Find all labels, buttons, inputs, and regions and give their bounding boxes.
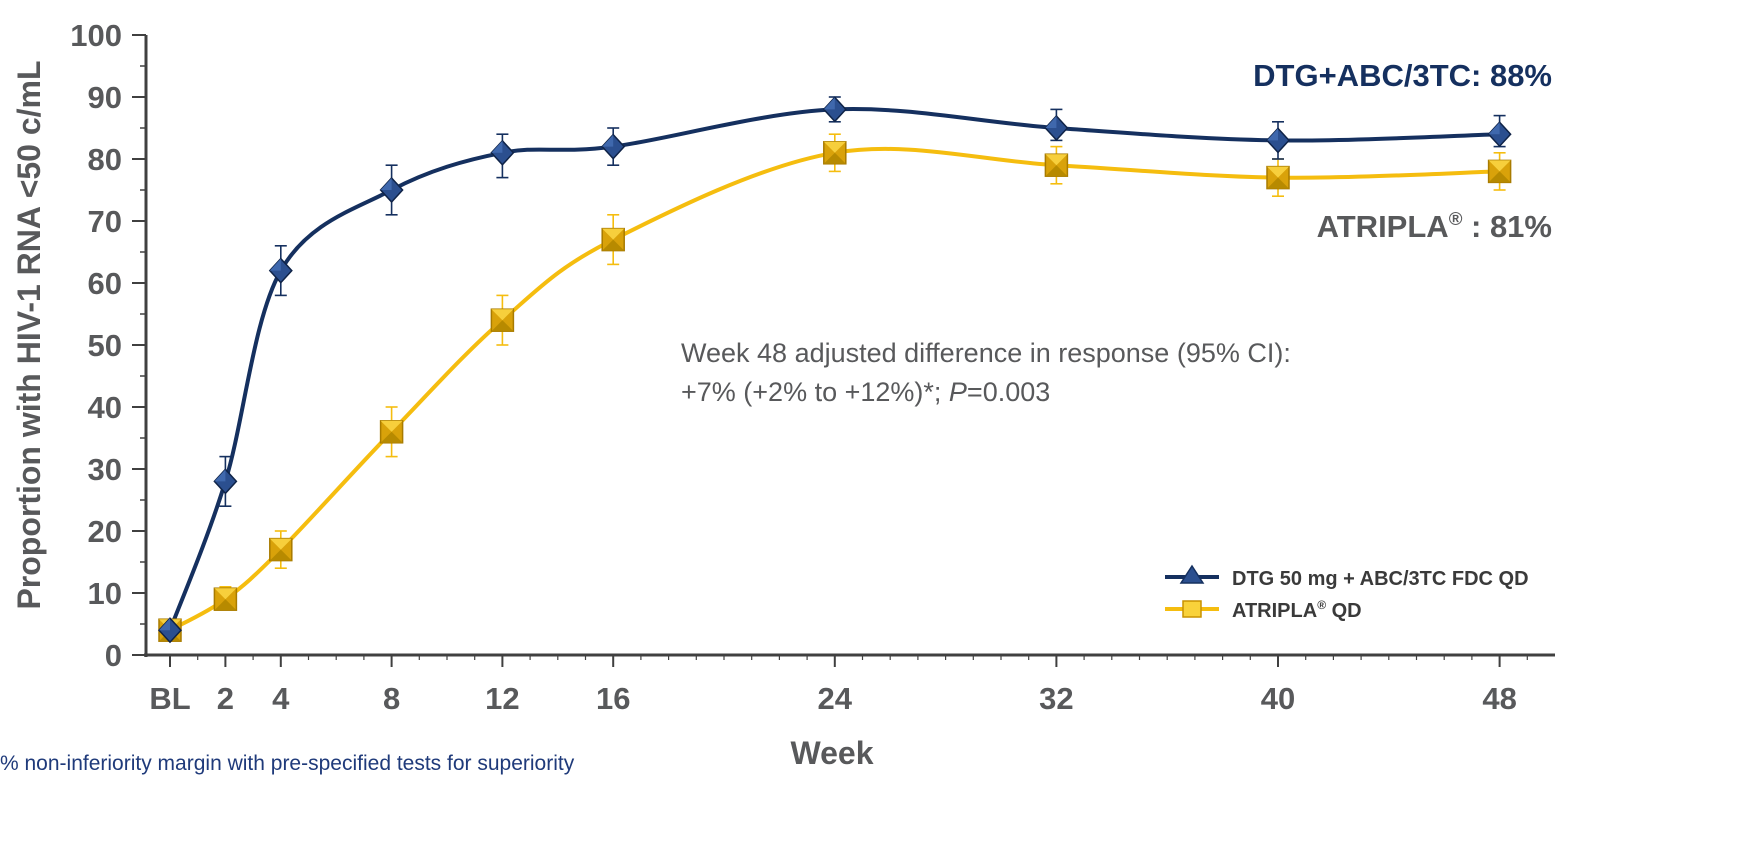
y-tick-label: 30 — [88, 452, 122, 487]
y-tick-label: 10 — [88, 576, 122, 611]
week48-difference-annotation-line2: +7% (+2% to +12%)*; P=0.003 — [681, 377, 1050, 407]
y-tick-label: 90 — [88, 80, 122, 115]
series-markers — [157, 96, 1512, 644]
dtg-data-point — [379, 176, 404, 204]
x-tick-label: 32 — [1039, 681, 1073, 716]
x-tick-label: BL — [149, 681, 190, 716]
legend-dtg-marker-icon — [1179, 564, 1205, 584]
y-tick-label: 80 — [88, 142, 122, 177]
dtg-data-point — [157, 617, 183, 644]
atripla-data-point — [601, 227, 625, 252]
week48-difference-annotation-line1: Week 48 adjusted difference in response … — [681, 338, 1291, 368]
dtg-data-point — [1487, 121, 1512, 148]
legend-dtg-label: DTG 50 mg + ABC/3TC FDC QD — [1232, 568, 1529, 590]
y-tick-label: 70 — [88, 204, 122, 239]
atripla-data-point — [1044, 153, 1069, 177]
footnote: % non-inferiority margin with pre-specif… — [0, 752, 575, 775]
x-axis-title: Week — [790, 735, 873, 771]
y-tick-label: 100 — [70, 18, 122, 53]
x-tick-label: 8 — [383, 681, 400, 716]
y-tick-label: 0 — [105, 638, 122, 673]
series-lines — [168, 107, 1502, 633]
dtg-data-point — [822, 96, 847, 123]
dtg-data-point — [1265, 127, 1291, 154]
dtg-data-point — [490, 139, 515, 166]
x-tick-label: 48 — [1482, 681, 1516, 716]
y-axis-title: Proportion with HIV-1 RNA <50 c/mL — [11, 60, 47, 609]
atripla-data-point — [379, 420, 404, 444]
legend-atripla-marker-icon — [1182, 600, 1202, 618]
dtg-data-point — [268, 257, 293, 284]
x-tick-label: 24 — [818, 681, 853, 716]
x-tick-label: 2 — [217, 681, 234, 716]
atripla-data-point — [269, 537, 293, 562]
dtg-series-line — [168, 107, 1502, 633]
dtg-data-point — [601, 133, 626, 160]
y-tick-label: 20 — [88, 514, 122, 549]
atripla-data-point — [213, 587, 238, 611]
x-tick-label: 4 — [272, 681, 290, 716]
y-tick-label: 60 — [88, 266, 122, 301]
atripla-final-value-label: ATRIPLA® : 81% — [1317, 208, 1552, 244]
atripla-data-point — [1487, 159, 1512, 184]
legend-atripla-label: ATRIPLA® QD — [1232, 598, 1362, 622]
atripla-data-point — [1266, 165, 1290, 190]
dtg-final-value-label: DTG+ABC/3TC: 88% — [1253, 58, 1552, 93]
atripla-data-point — [490, 308, 515, 332]
dtg-data-point — [213, 468, 238, 495]
y-tick-label: 50 — [88, 328, 122, 363]
x-tick-label: 12 — [485, 681, 519, 716]
x-tick-label: 40 — [1261, 681, 1295, 716]
x-tick-label: 16 — [596, 681, 630, 716]
atripla-data-point — [823, 141, 847, 165]
y-tick-label: 40 — [88, 390, 122, 425]
legend: DTG 50 mg + ABC/3TC FDC QD ATRIPLA® QD — [1165, 564, 1529, 622]
dtg-data-point — [1044, 114, 1069, 142]
